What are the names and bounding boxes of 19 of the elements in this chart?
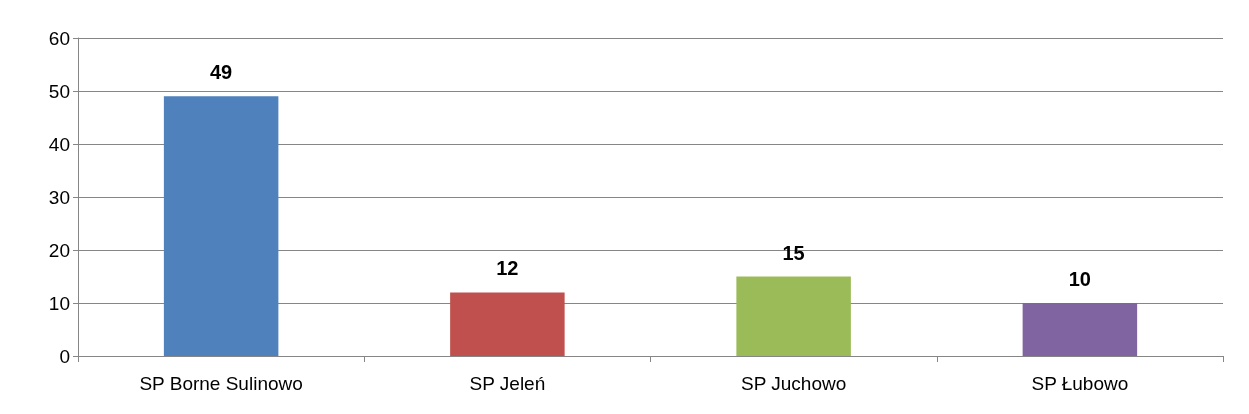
data-label: 12 bbox=[496, 257, 519, 280]
y-tick-label: 30 bbox=[48, 186, 70, 208]
x-tick-label: SP Juchowo bbox=[740, 373, 847, 394]
y-tick-label: 20 bbox=[48, 239, 70, 261]
y-tick-label: 40 bbox=[48, 133, 70, 155]
bar bbox=[1022, 303, 1138, 356]
data-label: 49 bbox=[210, 61, 233, 84]
x-tick-label: SP Borne Sulinowo bbox=[139, 373, 303, 394]
bar bbox=[163, 96, 279, 356]
y-tick-label: 50 bbox=[48, 80, 70, 102]
bar bbox=[736, 276, 851, 356]
y-tick-label: 0 bbox=[59, 345, 70, 367]
data-label: 15 bbox=[782, 241, 805, 264]
data-label: 10 bbox=[1068, 268, 1091, 290]
y-tick-label: 10 bbox=[48, 292, 70, 314]
x-tick-label: SP Łubowo bbox=[1031, 373, 1129, 394]
y-tick-label: 60 bbox=[48, 27, 70, 49]
x-tick-label: SP Jeleń bbox=[469, 373, 546, 394]
bar bbox=[450, 292, 565, 356]
